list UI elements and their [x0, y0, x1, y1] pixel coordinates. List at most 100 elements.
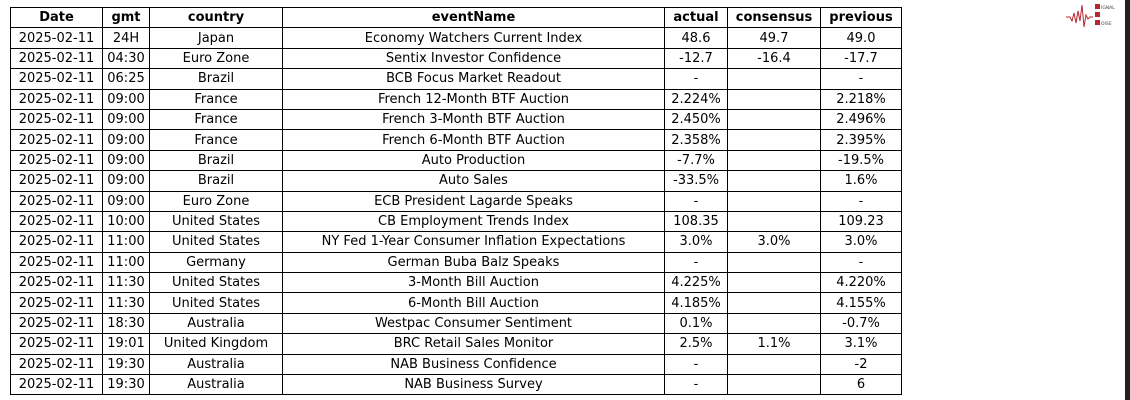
cell-actual: -: [664, 68, 728, 90]
cell-previous: 2.496%: [820, 108, 902, 131]
signal-2-noise-logo: IGNAL OISE: [1066, 3, 1116, 29]
cell-date: 2025-02-11: [10, 190, 103, 212]
cell-country: United States: [149, 231, 283, 253]
table-row: 2025-02-11 09:00 France French 3-Month BTF …: [10, 108, 902, 131]
table-row: 2025-02-11 06:25 Brazil BCB Focus Market Re…: [10, 68, 902, 90]
table-row: 2025-02-11 11:30 United States 6-Month Bill…: [10, 292, 902, 314]
cell-previous: 2.395%: [820, 129, 902, 151]
cell-previous: -19.5%: [820, 149, 902, 172]
table-row: 2025-02-11 19:30 Australia NAB Business Sur…: [10, 374, 902, 396]
cell-previous: -0.7%: [820, 312, 902, 335]
cell-country: Euro Zone: [149, 190, 283, 212]
cell-date: 2025-02-11: [10, 210, 103, 233]
cell-country: Japan: [149, 27, 283, 49]
cell-gmt: 19:30: [102, 374, 150, 396]
cell-eventname: CB Employment Trends Index: [282, 210, 665, 233]
cell-date: 2025-02-11: [10, 374, 103, 396]
cell-date: 2025-02-11: [10, 251, 103, 274]
cell-date: 2025-02-11: [10, 88, 103, 110]
table-row: 2025-02-11 09:00 France French 6-Month BTF …: [10, 129, 902, 151]
cell-eventname: Westpac Consumer Sentiment: [282, 312, 665, 335]
table-row: 2025-02-11 19:30 Australia NAB Business Con…: [10, 353, 902, 376]
table-row: 2025-02-11 10:00 United States CB Employmen…: [10, 210, 902, 233]
column-header-previous: previous: [820, 6, 902, 29]
cell-date: 2025-02-11: [10, 312, 103, 335]
column-header-gmt: gmt: [102, 6, 150, 29]
cell-consensus: 49.7: [727, 27, 821, 49]
cell-gmt: 04:30: [102, 47, 150, 70]
cell-eventname: BCB Focus Market Readout: [282, 68, 665, 90]
cell-date: 2025-02-11: [10, 272, 103, 294]
cell-date: 2025-02-11: [10, 27, 103, 49]
cell-actual: 3.0%: [664, 231, 728, 253]
cell-country: Brazil: [149, 149, 283, 172]
cell-actual: -: [664, 353, 728, 376]
cell-country: Australia: [149, 353, 283, 376]
cell-previous: 3.1%: [820, 333, 902, 355]
svg-text:OISE: OISE: [1101, 21, 1112, 27]
cell-actual: 2.358%: [664, 129, 728, 151]
cell-consensus: [727, 149, 821, 172]
cell-gmt: 09:00: [102, 190, 150, 212]
cell-eventname: ECB President Lagarde Speaks: [282, 190, 665, 212]
cell-consensus: [727, 272, 821, 294]
cell-date: 2025-02-11: [10, 333, 103, 355]
cell-actual: -7.7%: [664, 149, 728, 172]
cell-country: Brazil: [149, 170, 283, 192]
cell-eventname: BRC Retail Sales Monitor: [282, 333, 665, 355]
cell-country: France: [149, 108, 283, 131]
header-row: Date gmt country eventName actual consensus pr…: [10, 6, 902, 29]
economic-calendar-table: Date gmt country eventName actual consensus pr…: [10, 6, 902, 396]
cell-actual: 48.6: [664, 27, 728, 49]
cell-eventname: Economy Watchers Current Index: [282, 27, 665, 49]
table-row: 2025-02-11 24H Japan Economy Watchers Curre…: [10, 27, 902, 49]
cell-country: Brazil: [149, 68, 283, 90]
cell-consensus: [727, 129, 821, 151]
cell-previous: 109.23: [820, 210, 902, 233]
cell-eventname: French 12-Month BTF Auction: [282, 88, 665, 110]
cell-consensus: [727, 68, 821, 90]
cell-gmt: 10:00: [102, 210, 150, 233]
cell-gmt: 09:00: [102, 129, 150, 151]
cell-gmt: 09:00: [102, 88, 150, 110]
cell-date: 2025-02-11: [10, 149, 103, 172]
cell-gmt: 19:30: [102, 353, 150, 376]
cell-previous: 4.155%: [820, 292, 902, 314]
cell-actual: 0.1%: [664, 312, 728, 335]
column-header-country: country: [149, 6, 283, 29]
cell-actual: 2.5%: [664, 333, 728, 355]
cell-gmt: 11:00: [102, 231, 150, 253]
cell-gmt: 11:00: [102, 251, 150, 274]
column-header-date: Date: [10, 6, 103, 29]
cell-gmt: 09:00: [102, 149, 150, 172]
cell-actual: -: [664, 190, 728, 212]
cell-date: 2025-02-11: [10, 47, 103, 70]
cell-country: United Kingdom: [149, 333, 283, 355]
cell-eventname: Sentix Investor Confidence: [282, 47, 665, 70]
cell-date: 2025-02-11: [10, 292, 103, 314]
cell-previous: 1.6%: [820, 170, 902, 192]
cell-date: 2025-02-11: [10, 231, 103, 253]
cell-eventname: 3-Month Bill Auction: [282, 272, 665, 294]
table-row: 2025-02-11 18:30 Australia Westpac Consumer…: [10, 312, 902, 335]
cell-actual: 4.185%: [664, 292, 728, 314]
cell-consensus: [727, 88, 821, 110]
cell-previous: 6: [820, 374, 902, 396]
cell-actual: 2.450%: [664, 108, 728, 131]
cell-actual: -: [664, 374, 728, 396]
cell-actual: 4.225%: [664, 272, 728, 294]
cell-gmt: 19:01: [102, 333, 150, 355]
cell-consensus: [727, 190, 821, 212]
cell-country: France: [149, 129, 283, 151]
cell-eventname: French 3-Month BTF Auction: [282, 108, 665, 131]
cell-gmt: 18:30: [102, 312, 150, 335]
cell-gmt: 06:25: [102, 68, 150, 90]
table-row: 2025-02-11 09:00 Euro Zone ECB President La…: [10, 190, 902, 212]
cell-actual: -: [664, 251, 728, 274]
cell-gmt: 09:00: [102, 108, 150, 131]
cell-country: France: [149, 88, 283, 110]
cell-eventname: German Buba Balz Speaks: [282, 251, 665, 274]
cell-actual: 108.35: [664, 210, 728, 233]
cell-date: 2025-02-11: [10, 108, 103, 131]
cell-gmt: 24H: [102, 27, 150, 49]
